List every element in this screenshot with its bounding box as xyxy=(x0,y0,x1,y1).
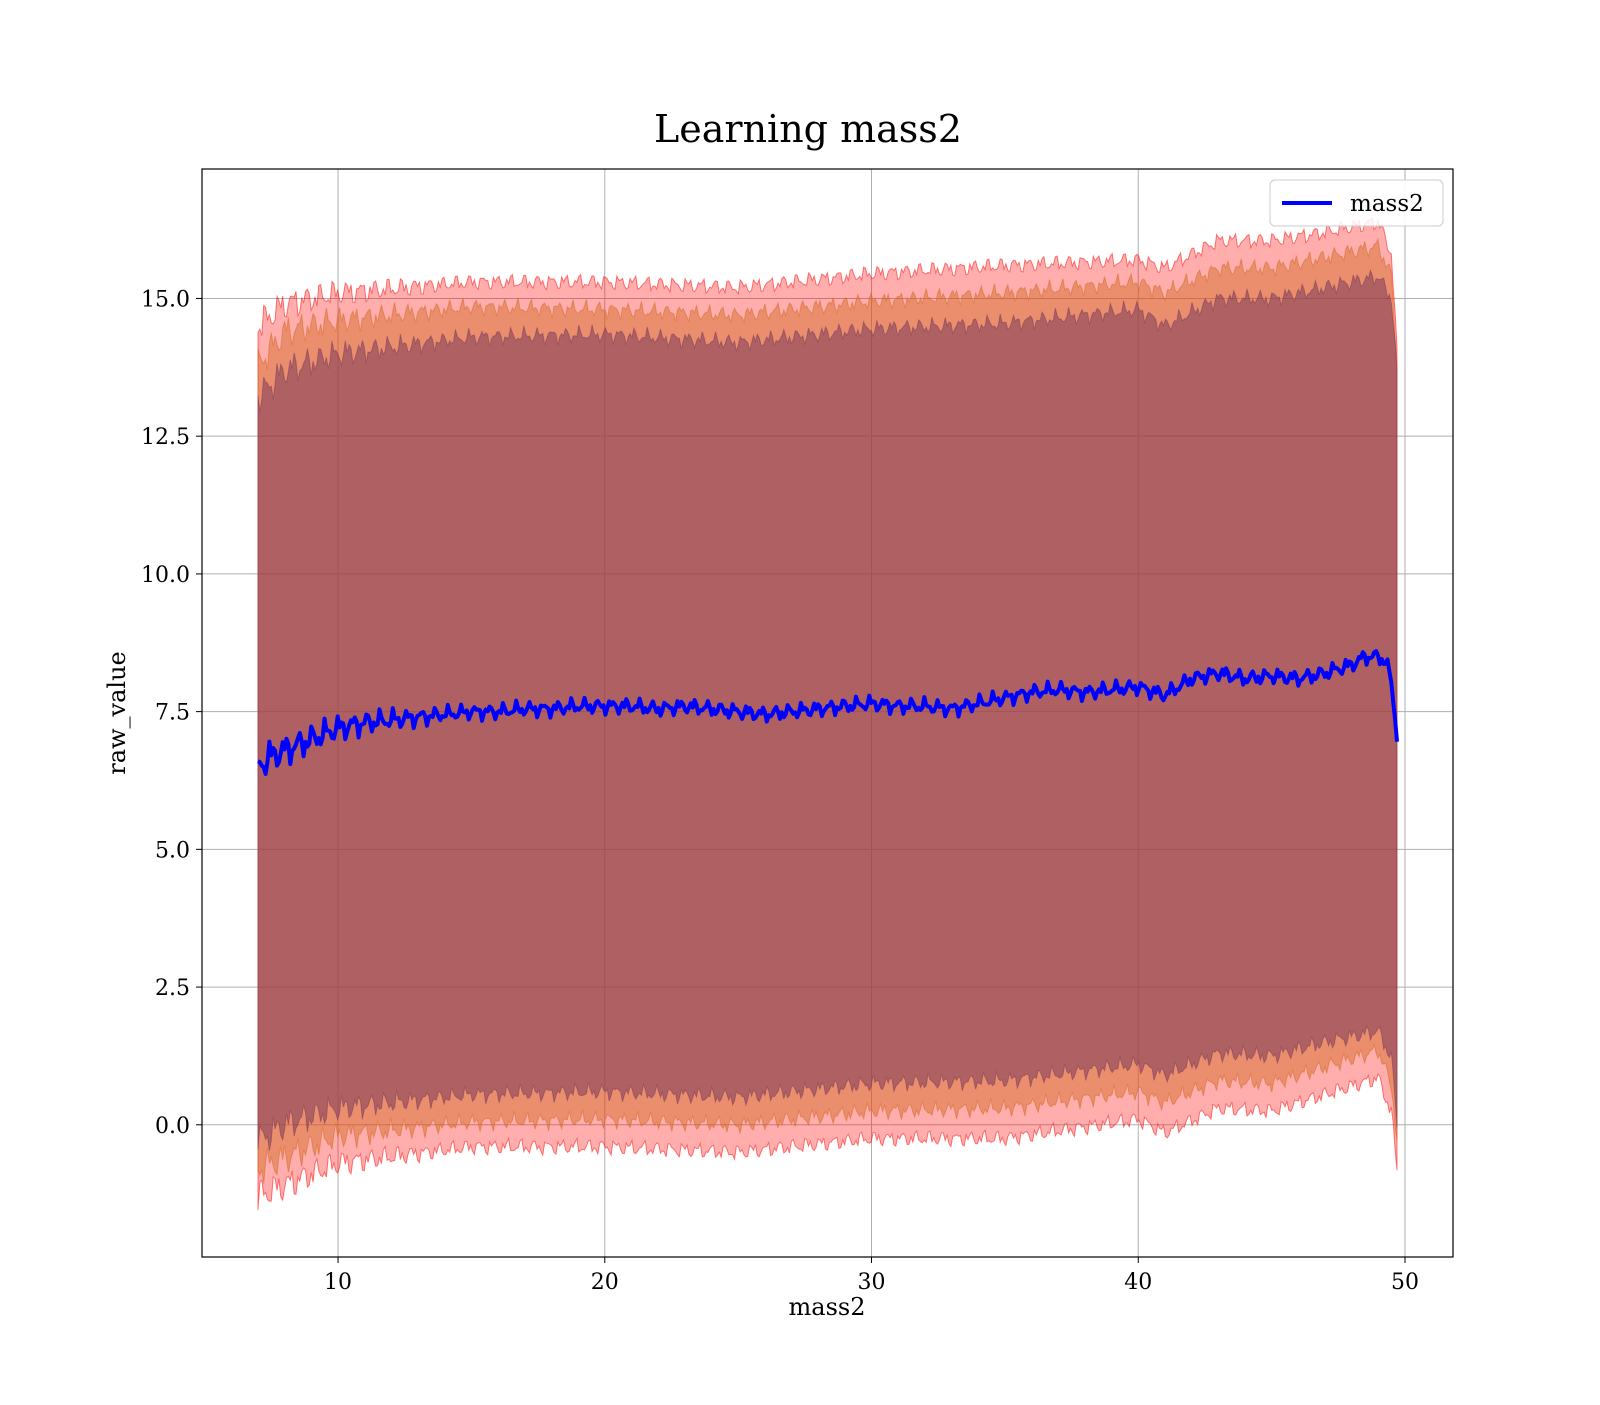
x-tick-label: 20 xyxy=(591,1270,619,1295)
y-tick-label: 5.0 xyxy=(155,838,190,863)
y-axis-ticks: 0.0 2.5 5.0 7.5 10.0 12.5 15.0 xyxy=(141,287,202,1139)
x-tick-label: 50 xyxy=(1391,1270,1419,1295)
y-tick-label: 12.5 xyxy=(141,425,190,450)
x-axis-ticks: 10 20 30 40 50 xyxy=(324,1257,1419,1295)
x-tick-label: 30 xyxy=(858,1270,886,1295)
legend: mass2 xyxy=(1269,179,1444,227)
y-tick-label: 10.0 xyxy=(141,563,190,588)
band-inner xyxy=(257,268,1398,1151)
series-lines xyxy=(257,649,1399,776)
y-tick-label: 7.5 xyxy=(155,701,190,726)
y-tick-label: 0.0 xyxy=(155,1114,190,1139)
legend-frame xyxy=(1269,179,1444,227)
y-tick-label: 2.5 xyxy=(155,976,190,1001)
legend-label: mass2 xyxy=(1350,191,1424,217)
x-axis-label: mass2 xyxy=(789,1293,866,1321)
chart-title: Learning mass2 xyxy=(654,107,962,151)
confidence-bands xyxy=(257,216,1398,1211)
y-tick-label: 15.0 xyxy=(141,287,190,312)
x-tick-label: 10 xyxy=(324,1270,352,1295)
y-axis-label: raw_value xyxy=(103,651,131,775)
mean-line-mass2 xyxy=(257,649,1399,776)
x-tick-label: 40 xyxy=(1124,1270,1152,1295)
plot-frame xyxy=(201,168,1454,1258)
